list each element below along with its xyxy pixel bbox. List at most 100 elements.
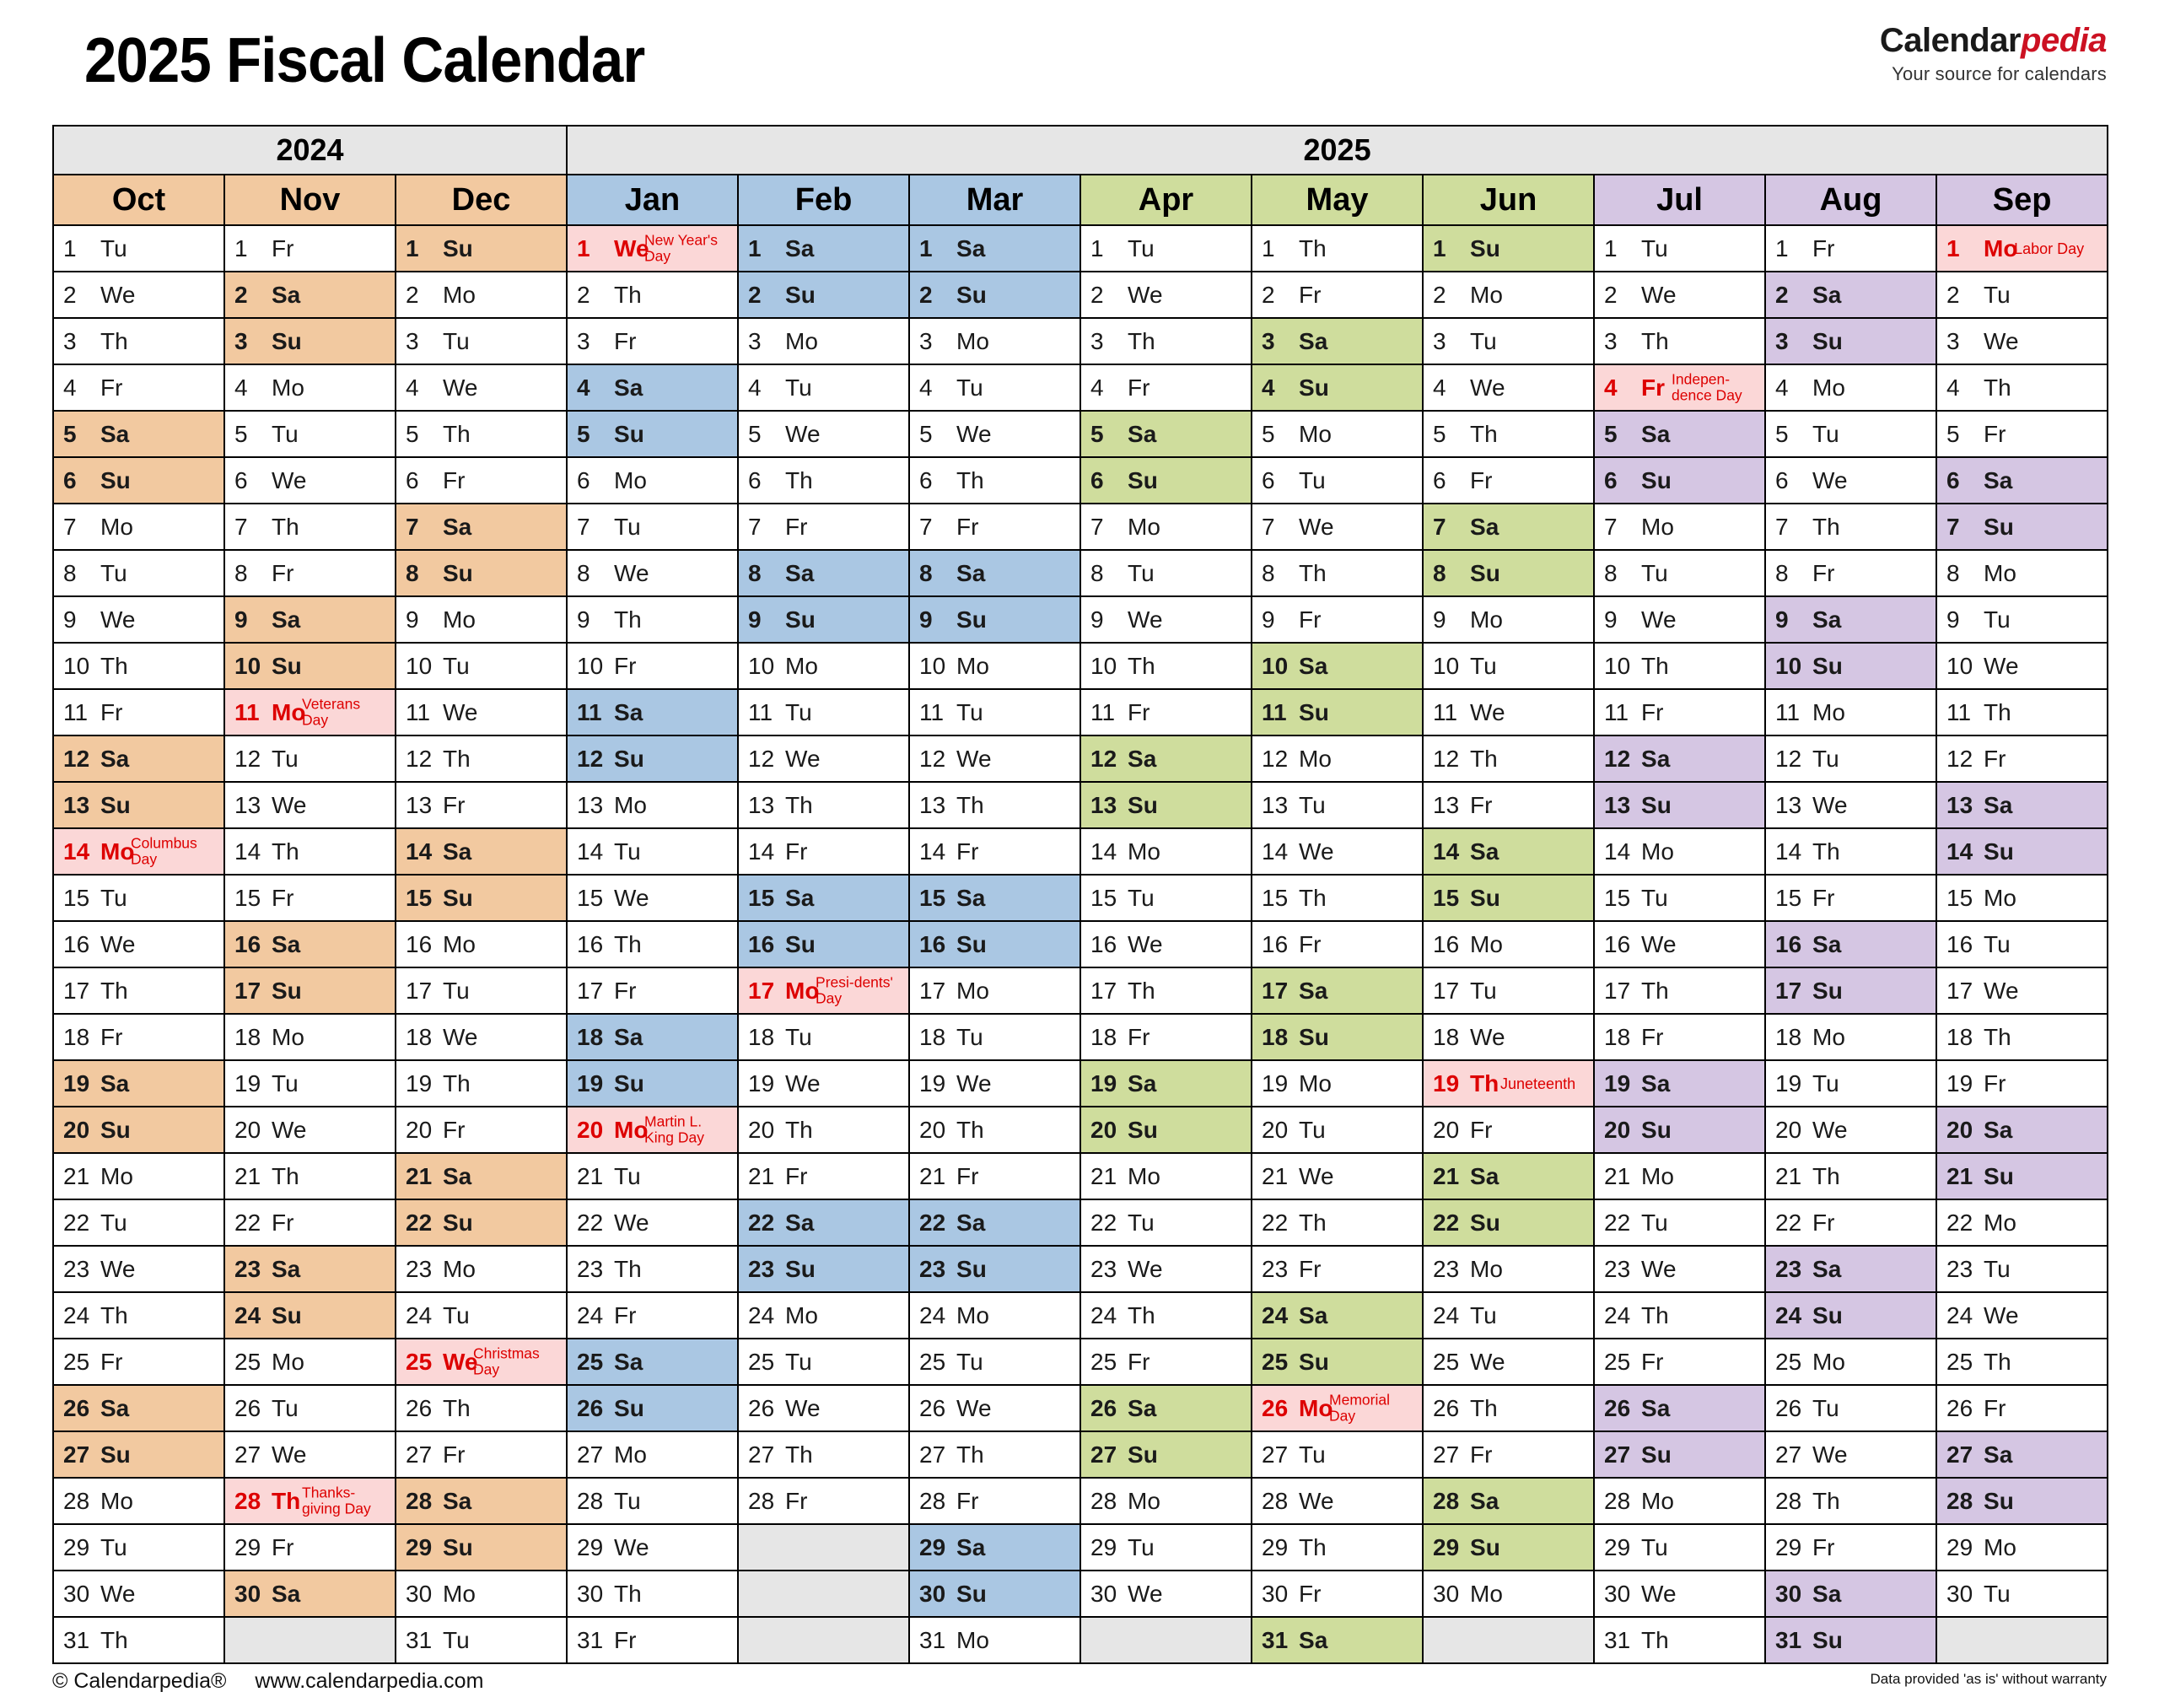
day-cell[interactable]: 8 Su [1422,549,1596,597]
day-cell[interactable]: 21 Fr [737,1152,911,1200]
day-cell[interactable]: 4 Mo [223,364,396,412]
day-cell[interactable]: 22 Fr [1764,1199,1938,1247]
day-cell[interactable]: 3 Tu [394,317,568,365]
day-cell[interactable]: 22 Su [1422,1199,1596,1247]
day-cell[interactable]: 11 We [1422,688,1596,736]
day-cell[interactable]: 23 We [1593,1245,1767,1293]
day-cell[interactable]: 18 Mo [223,1013,396,1061]
day-cell[interactable]: 19 Tu [1764,1059,1938,1107]
day-cell[interactable]: 20 Sa [1936,1106,2109,1154]
day-cell[interactable]: 11 Tu [908,688,1082,736]
day-cell[interactable]: 28 Sa [1422,1477,1596,1525]
day-cell[interactable]: 5 Th [394,410,568,458]
day-cell[interactable]: 24 Su [1764,1291,1938,1339]
day-cell[interactable]: 16 Mo [1422,920,1596,968]
day-cell[interactable]: 17 Tu [394,967,568,1015]
day-cell[interactable]: 13 Su [52,781,225,829]
day-cell[interactable]: 17 Th [52,967,225,1015]
day-cell[interactable]: 15 Su [394,874,568,922]
day-cell[interactable]: 10 Mo [908,642,1082,690]
day-cell[interactable]: 5 Th [1422,410,1596,458]
day-cell[interactable]: 22 Tu [52,1199,225,1247]
day-cell[interactable]: 12 Tu [1764,735,1938,783]
day-cell[interactable]: 18 Th [1936,1013,2109,1061]
day-cell[interactable]: 17 Fr [566,967,740,1015]
day-cell[interactable]: 30 Th [566,1570,740,1618]
day-cell[interactable]: 31 Th [1593,1616,1767,1664]
day-cell[interactable]: 30 Mo [1422,1570,1596,1618]
day-cell[interactable]: 3 Su [223,317,396,365]
day-cell[interactable]: 14 Th [223,827,396,876]
day-cell[interactable]: 11 Th [1936,688,2109,736]
day-cell[interactable]: 6 Th [908,456,1082,504]
day-cell[interactable]: 21 Mo [1593,1152,1767,1200]
day-cell[interactable]: 29 Tu [1080,1523,1253,1571]
day-cell[interactable]: 20 Su [1593,1106,1767,1154]
day-cell[interactable]: 26 We [737,1384,911,1432]
day-cell[interactable]: 27 We [223,1431,396,1479]
day-cell[interactable]: 21 Th [1764,1152,1938,1200]
day-cell[interactable]: 26 Fr [1936,1384,2109,1432]
day-cell[interactable]: 12 Tu [223,735,396,783]
day-cell[interactable]: 14 We [1251,827,1424,876]
day-cell[interactable]: 26 Sa [1593,1384,1767,1432]
footer-website-link[interactable]: www.calendarpedia.com [255,1669,484,1693]
day-cell[interactable]: 15 Th [1251,874,1424,922]
day-cell[interactable]: 9 Sa [1764,595,1938,644]
day-cell[interactable]: 11 Fr [52,688,225,736]
day-cell[interactable]: 3 Th [1593,317,1767,365]
day-cell[interactable]: 11 Tu [737,688,911,736]
day-cell[interactable]: 10 Mo [737,642,911,690]
day-cell[interactable]: 12 We [737,735,911,783]
day-cell[interactable]: 10 Th [1593,642,1767,690]
day-cell[interactable]: 26 Th [394,1384,568,1432]
day-cell[interactable]: 7 Fr [908,503,1082,551]
day-cell[interactable]: 13 Th [908,781,1082,829]
day-cell[interactable]: 12 Th [1422,735,1596,783]
day-cell[interactable]: 19 Sa [1080,1059,1253,1107]
day-cell[interactable]: 27 Fr [1422,1431,1596,1479]
day-cell[interactable]: 21 Mo [52,1152,225,1200]
day-cell[interactable]: 4 We [394,364,568,412]
day-cell[interactable]: 28 Fr [908,1477,1082,1525]
day-cell[interactable]: 19 Sa [1593,1059,1767,1107]
day-cell[interactable]: 27 Su [1080,1431,1253,1479]
day-cell[interactable]: 28 Su [1936,1477,2109,1525]
day-cell[interactable]: 3 Tu [1422,317,1596,365]
day-cell[interactable]: 1 Tu [1593,224,1767,272]
day-cell[interactable]: 14 Mo [1593,827,1767,876]
day-cell[interactable]: 3 Th [1080,317,1253,365]
day-cell[interactable]: 2 Th [566,271,740,319]
day-cell[interactable]: 9 We [1080,595,1253,644]
day-cell[interactable]: 31 Fr [566,1616,740,1664]
day-cell[interactable]: 9 Tu [1936,595,2109,644]
day-cell[interactable]: 7 Fr [737,503,911,551]
day-cell[interactable]: 7 Sa [394,503,568,551]
day-cell[interactable]: 24 Mo [737,1291,911,1339]
day-cell[interactable]: 8 Fr [1764,549,1938,597]
day-cell[interactable]: 11 Su [1251,688,1424,736]
day-cell[interactable]: 8 Tu [52,549,225,597]
day-cell[interactable]: 24 Sa [1251,1291,1424,1339]
day-cell[interactable]: 25 Fr [1593,1338,1767,1386]
day-cell[interactable]: 27 Mo [566,1431,740,1479]
day-cell[interactable]: 19 Th [394,1059,568,1107]
day-cell[interactable]: 14 Fr [737,827,911,876]
day-cell[interactable]: 6 Tu [1251,456,1424,504]
day-cell[interactable]: 2 Su [908,271,1082,319]
day-cell[interactable]: 18 Su [1251,1013,1424,1061]
day-cell[interactable]: 12 Mo [1251,735,1424,783]
day-cell[interactable]: 8 Mo [1936,549,2109,597]
day-cell[interactable]: 3 Su [1764,317,1938,365]
day-cell[interactable]: 21 Su [1936,1152,2109,1200]
day-cell[interactable]: 9 We [1593,595,1767,644]
day-cell[interactable]: 16 Su [908,920,1082,968]
day-cell[interactable]: 15 Fr [1764,874,1938,922]
day-cell[interactable]: 16 Fr [1251,920,1424,968]
day-cell[interactable]: 14 Fr [908,827,1082,876]
day-cell[interactable]: 16 Sa [1764,920,1938,968]
day-cell[interactable]: 20 Su [52,1106,225,1154]
day-cell[interactable]: 21 Mo [1080,1152,1253,1200]
day-cell[interactable]: 23 We [1080,1245,1253,1293]
day-cell[interactable]: 30 Tu [1936,1570,2109,1618]
